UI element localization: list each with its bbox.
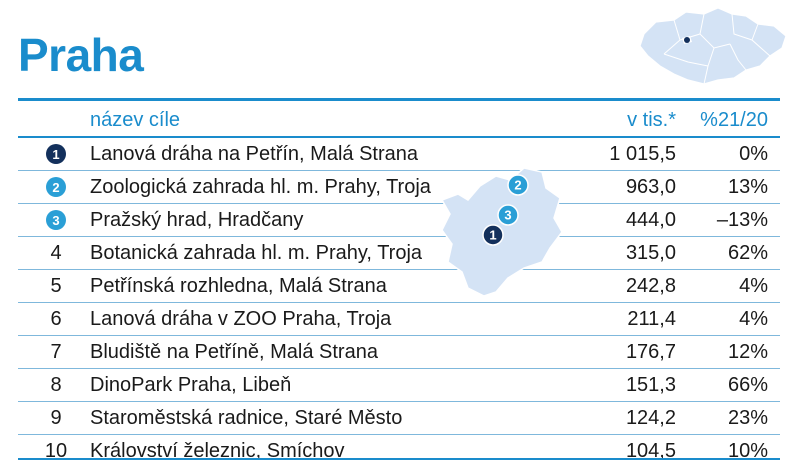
row-value: 176,7 [625, 341, 676, 363]
table-row: 8 DinoPark Praha, Libeň 151,3 66% [18, 369, 780, 402]
table-row: 9 Staroměstská radnice, Staré Město 124,… [18, 402, 780, 435]
row-name: Staroměstská radnice, Staré Město [90, 407, 403, 429]
map-marker: 1 [482, 224, 504, 246]
row-value: 242,8 [625, 275, 676, 297]
page-title: Praha [18, 29, 144, 81]
row-value: 315,0 [625, 242, 676, 264]
prague-map-icon: 2 3 1 [440, 167, 563, 297]
rank-number: 9 [50, 406, 62, 429]
row-name: Lanová dráha na Petřín, Malá Strana [90, 143, 418, 165]
map-marker: 2 [507, 174, 529, 196]
rank-badge: 3 [46, 210, 66, 230]
table-row: 10 Království železnic, Smíchov 104,5 10… [18, 435, 780, 467]
svg-text:2: 2 [514, 178, 521, 193]
svg-text:1: 1 [489, 228, 496, 243]
row-change: –13% [716, 209, 768, 231]
rank-number: 6 [50, 307, 62, 330]
table-body: 1 Lanová dráha na Petřín, Malá Strana 1 … [18, 138, 780, 467]
row-change: 0% [739, 143, 768, 165]
row-value: 1 015,5 [609, 143, 676, 165]
row-change: 12% [727, 341, 768, 363]
svg-text:3: 3 [504, 208, 511, 223]
rank-badge: 1 [46, 144, 66, 164]
table-row: 4 Botanická zahrada hl. m. Prahy, Troja … [18, 237, 780, 270]
table-row: 3 Pražský hrad, Hradčany 444,0 –13% [18, 204, 780, 237]
row-change: 10% [727, 440, 768, 462]
row-change: 62% [727, 242, 768, 264]
bottom-rule [18, 458, 780, 460]
rank-number: 7 [50, 340, 62, 363]
header-rule [18, 136, 780, 138]
row-name: Botanická zahrada hl. m. Prahy, Troja [90, 242, 423, 264]
top-rule [18, 98, 780, 101]
row-value: 151,3 [625, 374, 676, 396]
czech-map-icon [639, 7, 787, 85]
table-row: 2 Zoologická zahrada hl. m. Prahy, Troja… [18, 171, 780, 204]
row-name: Bludiště na Petříně, Malá Strana [90, 341, 378, 363]
rank-number: 4 [50, 241, 62, 264]
row-value: 104,5 [625, 440, 676, 462]
row-change: 4% [739, 275, 768, 297]
row-value: 444,0 [625, 209, 676, 231]
row-name: Lanová dráha v ZOO Praha, Troja [90, 308, 392, 330]
row-change: 13% [727, 176, 768, 198]
row-value: 963,0 [625, 176, 676, 198]
row-change: 66% [727, 374, 768, 396]
table-row: 6 Lanová dráha v ZOO Praha, Troja 211,4 … [18, 303, 780, 336]
row-value: 211,4 [627, 308, 676, 330]
header-change: %21/20 [700, 109, 768, 131]
row-name: Petřínská rozhledna, Malá Strana [90, 275, 387, 297]
header-value: v tis.* [627, 109, 676, 131]
row-name: Království železnic, Smíchov [90, 440, 345, 462]
row-change: 23% [727, 407, 768, 429]
rank-badge: 2 [46, 177, 66, 197]
rank-number: 8 [50, 373, 62, 396]
row-name: DinoPark Praha, Libeň [90, 374, 292, 396]
row-change: 4% [739, 308, 768, 330]
rank-number: 5 [50, 274, 62, 297]
table-row: 7 Bludiště na Petříně, Malá Strana 176,7… [18, 336, 780, 369]
header-name: název cíle [90, 109, 181, 131]
table-row: 1 Lanová dráha na Petřín, Malá Strana 1 … [18, 138, 780, 171]
table-header: název cíle v tis.* %21/20 [18, 104, 780, 136]
map-marker: 3 [497, 204, 519, 226]
table-row: 5 Petřínská rozhledna, Malá Strana 242,8… [18, 270, 780, 303]
rank-number: 10 [44, 439, 68, 462]
row-name: Zoologická zahrada hl. m. Prahy, Troja [90, 176, 431, 198]
row-name: Pražský hrad, Hradčany [90, 209, 304, 231]
row-value: 124,2 [625, 407, 676, 429]
